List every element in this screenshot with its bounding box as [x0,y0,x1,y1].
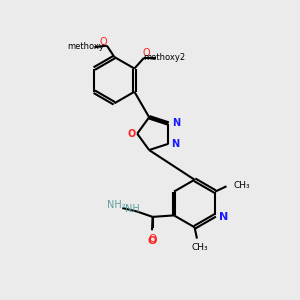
Text: N: N [172,118,180,128]
Text: CH₃: CH₃ [233,181,250,190]
Text: N: N [171,140,179,149]
Text: methoxy: methoxy [68,42,104,51]
Text: O: O [143,48,150,59]
Text: NH: NH [125,204,140,214]
Text: N: N [219,212,229,222]
Text: NH₂: NH₂ [107,200,126,210]
Text: O: O [128,129,136,139]
Text: methoxy2: methoxy2 [143,53,185,62]
Text: O: O [147,236,157,246]
Text: CH₃: CH₃ [191,243,208,252]
Text: O: O [99,37,107,47]
Text: O: O [148,233,157,244]
